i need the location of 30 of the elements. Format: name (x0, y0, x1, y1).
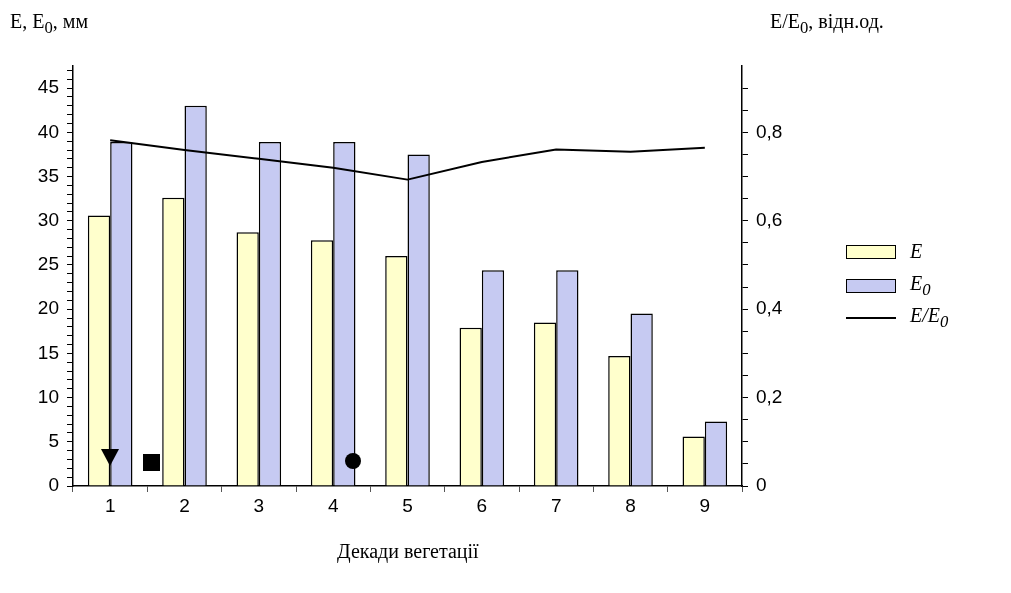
y2-tick-label: 0,6 (756, 208, 783, 230)
y-tick-label: 10 (37, 385, 59, 407)
y-tick-label: 15 (37, 341, 59, 363)
y2-tick-label: 0,4 (756, 297, 783, 319)
y2-axis-title: E/E$_{0}$, відн.од. (770, 10, 884, 38)
y2-tick-label: 0,2 (756, 385, 783, 407)
y-tick-label: 0 (48, 474, 59, 496)
legend-label: E (910, 240, 923, 263)
y2-tick-label: 0 (756, 474, 767, 496)
y-tick-label: 30 (37, 208, 59, 230)
y-tick-label: 40 (37, 120, 59, 142)
x-tick-label: 8 (625, 494, 636, 516)
y-tick-label: 25 (37, 253, 59, 275)
x-tick-label: 6 (476, 494, 488, 516)
x-axis-title: Декади вегетації (337, 540, 479, 563)
x-tick-label: 7 (550, 494, 562, 516)
legend-label: E$_{0}$ (910, 272, 931, 300)
x-tick-label: 9 (699, 494, 711, 516)
x-tick-label: 4 (327, 494, 339, 516)
x-tick-label: 3 (253, 494, 265, 516)
y-tick-label: 35 (37, 164, 59, 186)
y-tick-label: 20 (37, 297, 59, 319)
x-tick-label: 5 (402, 494, 413, 516)
y2-tick-label: 0,8 (756, 120, 783, 142)
y-axis-title: E, E$_{0}$, мм (10, 10, 89, 38)
y-tick-label: 45 (37, 76, 59, 98)
x-tick-label: 2 (179, 494, 190, 516)
y-tick-label: 5 (48, 430, 59, 452)
x-tick-label: 1 (104, 494, 116, 516)
legend-label: E/E$_{0}$ (910, 304, 949, 332)
